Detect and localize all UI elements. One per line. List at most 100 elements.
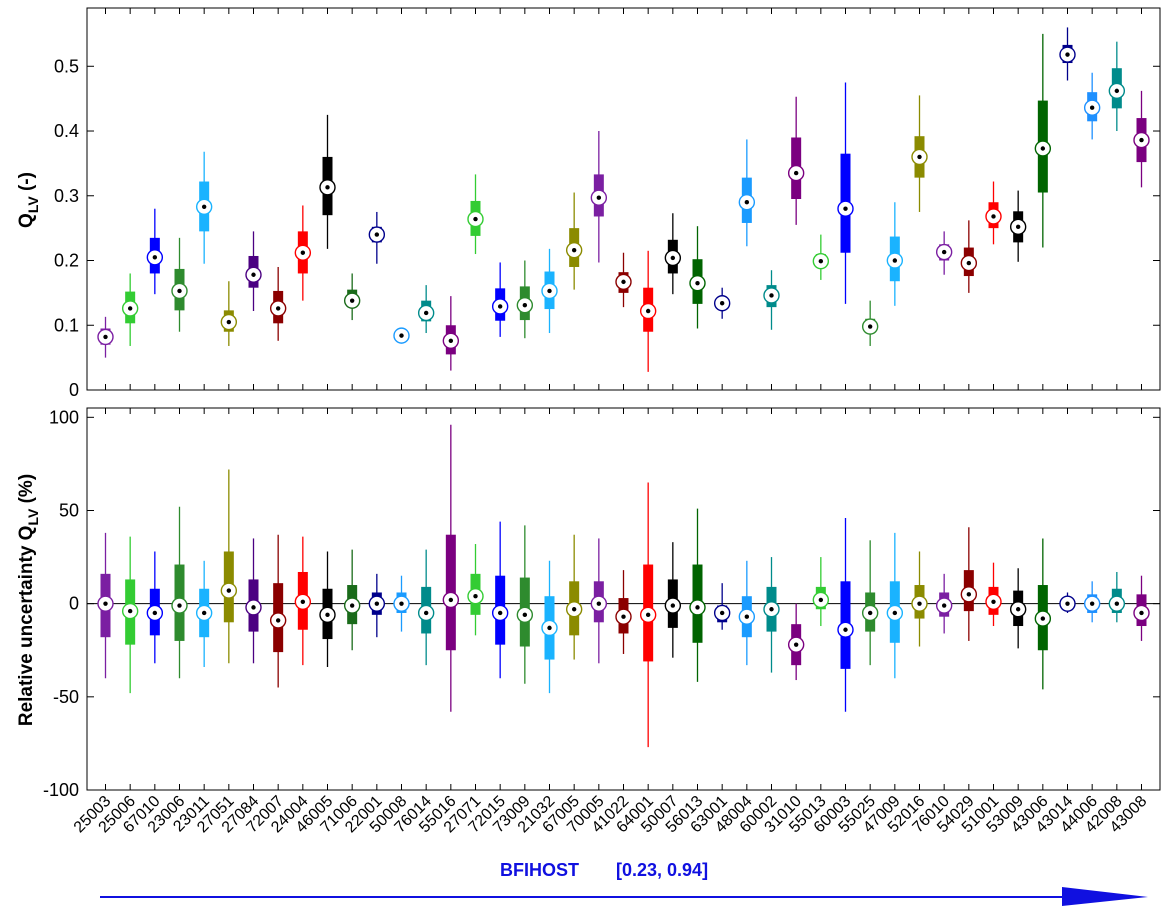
median-dot — [423, 610, 429, 616]
top-y-axis-label-subscript: LV — [25, 196, 41, 214]
median-dot — [275, 306, 281, 311]
median-dot — [349, 298, 355, 303]
median-dot — [966, 260, 972, 266]
median-dot — [621, 279, 626, 285]
bottom-box-23006 — [171, 506, 188, 679]
median-dot — [201, 204, 207, 209]
median-dot — [744, 614, 750, 619]
median-dot — [1065, 52, 1070, 57]
top-y-tick-label: 0 — [69, 380, 79, 400]
top-box-43008 — [1133, 90, 1150, 188]
top-box-72015 — [491, 262, 509, 337]
bottom-box-25006 — [121, 536, 139, 694]
median-dot — [867, 610, 873, 616]
top-box-64001 — [639, 250, 657, 372]
median-dot — [917, 601, 922, 606]
median-dot — [275, 618, 281, 623]
bottom-box-46005 — [319, 551, 336, 668]
top-box-55025 — [861, 300, 879, 346]
top-y-tick-label: 0.4 — [54, 121, 79, 141]
median-dot — [1040, 616, 1046, 621]
bottom-box-43008 — [1133, 575, 1150, 641]
top-box-60003 — [837, 82, 854, 304]
median-dot — [226, 319, 232, 325]
bottom-panel: -100 -50 0 50 100 — [43, 407, 1161, 800]
median-dot — [596, 195, 602, 200]
top-box-50007 — [664, 213, 682, 295]
top-panel: 0 0.1 0.2 0.3 0.4 0.5 — [54, 7, 1161, 400]
bottom-box-43014 — [1059, 592, 1076, 613]
bottom-box-71006 — [343, 549, 361, 651]
bottom-box-21032 — [541, 560, 558, 694]
bottom-y-tick-label: 100 — [49, 407, 79, 427]
median-dot — [818, 597, 824, 603]
median-dot — [571, 607, 577, 612]
median-dot — [843, 627, 848, 632]
top-box-27071 — [467, 174, 484, 255]
top-box-44006 — [1083, 72, 1101, 140]
top-box-67005 — [565, 192, 583, 290]
bottom-box-27084 — [245, 538, 262, 664]
median-dot — [843, 206, 848, 211]
top-box-50008 — [393, 327, 410, 344]
median-dot — [374, 232, 380, 237]
median-dot — [621, 614, 626, 619]
top-box-42008 — [1108, 41, 1126, 132]
median-dot — [991, 599, 996, 604]
median-dot — [1015, 607, 1021, 612]
median-dot — [300, 250, 306, 255]
median-dot — [695, 280, 700, 286]
bottom-y-axis-label-unit: (%) — [16, 474, 37, 509]
median-dot — [892, 610, 898, 616]
bottom-box-52016 — [911, 551, 928, 647]
median-dot — [399, 601, 404, 606]
median-dot — [645, 308, 651, 314]
top-box-55013 — [812, 234, 830, 280]
median-dot — [152, 255, 158, 260]
top-box-43014 — [1059, 27, 1076, 81]
top-box-60002 — [763, 270, 780, 330]
median-dot — [941, 249, 947, 255]
top-box-76014 — [417, 285, 435, 334]
median-dot — [1089, 601, 1095, 606]
median-dot — [127, 608, 133, 614]
median-dot — [1114, 601, 1120, 606]
bottom-box-54029 — [960, 527, 978, 641]
median-dot — [571, 247, 577, 253]
top-y-axis-label-unit: (-) — [16, 172, 37, 196]
median-dot — [251, 605, 256, 610]
top-box-51001 — [985, 181, 1002, 245]
top-y-tick-label: 0.2 — [54, 251, 79, 271]
median-dot — [596, 601, 602, 606]
median-dot — [325, 185, 330, 190]
median-dot — [818, 258, 824, 264]
median-dot — [892, 258, 898, 263]
median-dot — [497, 304, 503, 309]
median-dot — [522, 612, 528, 618]
median-dot — [670, 603, 676, 608]
top-box-25006 — [121, 273, 139, 346]
top-y-tick-label: 0.3 — [54, 186, 79, 206]
median-dot — [300, 599, 306, 604]
bottom-y-axis-label-subscript: LV — [25, 508, 41, 526]
bottom-box-76014 — [417, 549, 435, 666]
median-dot — [399, 333, 404, 338]
top-box-21032 — [541, 248, 558, 334]
median-dot — [1139, 137, 1144, 143]
top-box-23006 — [171, 237, 188, 332]
median-dot — [497, 610, 503, 616]
bottom-box-48004 — [738, 560, 756, 666]
median-dot — [522, 302, 528, 308]
bottom-box-70005 — [590, 538, 608, 664]
median-dot — [103, 334, 108, 340]
top-y-tick-label: 0.1 — [54, 315, 79, 335]
median-dot — [127, 306, 133, 311]
top-box-46005 — [319, 114, 336, 249]
median-dot — [325, 612, 330, 618]
top-box-55016 — [442, 296, 460, 371]
median-dot — [670, 255, 676, 261]
median-dot — [1040, 146, 1046, 151]
bottom-box-67010 — [146, 551, 164, 664]
median-dot — [103, 601, 108, 606]
